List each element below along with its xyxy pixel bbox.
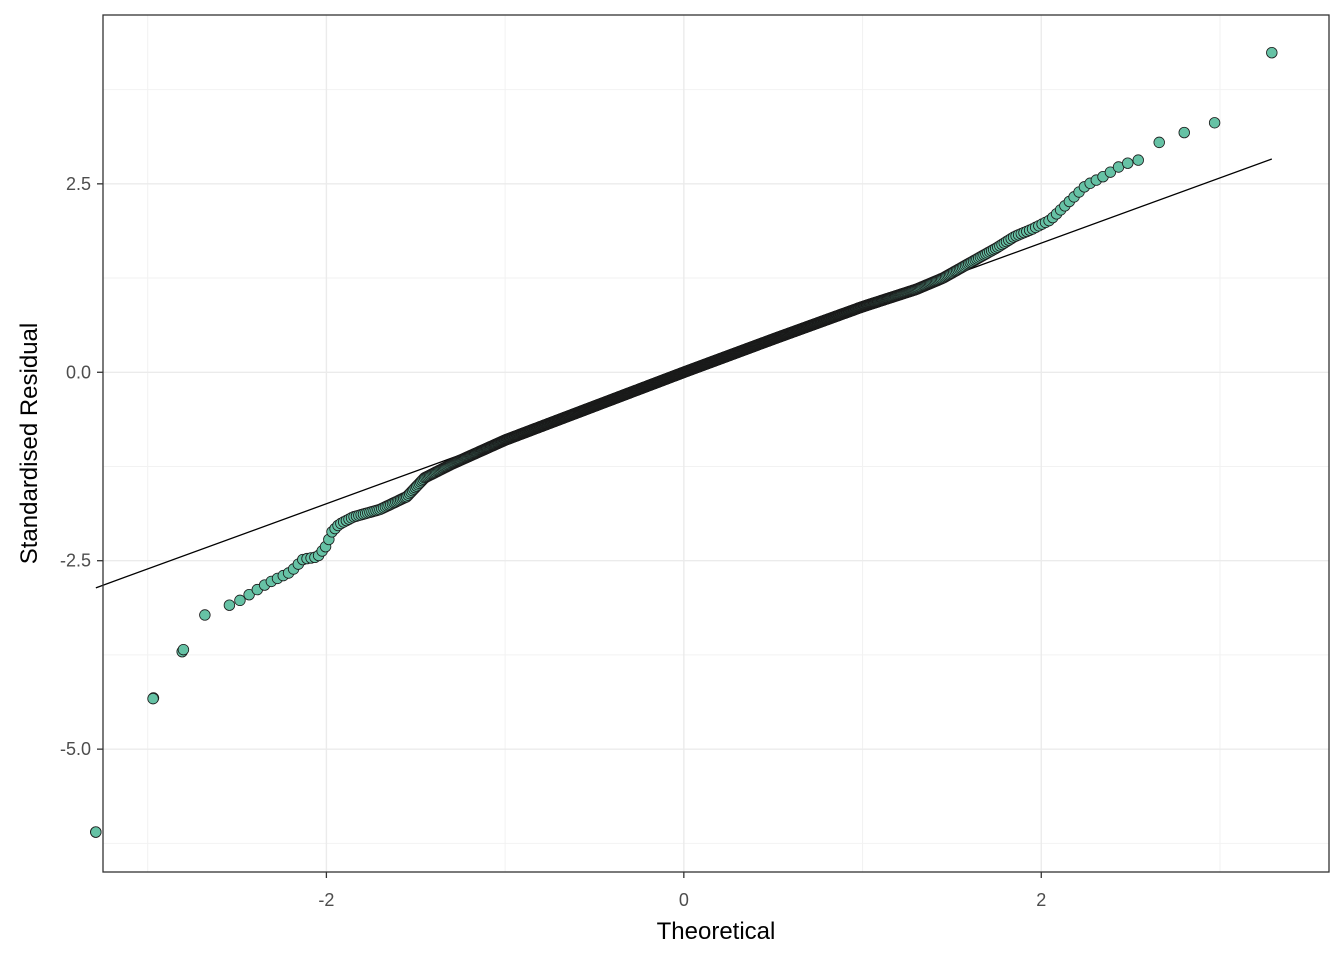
plot-panel-background <box>103 15 1329 872</box>
residual-point <box>234 594 246 607</box>
residual-point <box>199 609 211 621</box>
x-tick-label: 0 <box>679 890 689 910</box>
minor-grid <box>103 15 1329 872</box>
residual-point <box>1178 126 1190 139</box>
y-tick-label: 2.5 <box>66 174 91 194</box>
y-tick-label: 0.0 <box>66 362 91 382</box>
x-tick-label: -2 <box>318 890 334 910</box>
residual-points <box>90 46 1278 838</box>
y-axis-ticks: -5.0 -2.5 0.0 2.5 <box>60 174 103 759</box>
y-tick-label: -2.5 <box>60 551 91 571</box>
residual-point <box>243 588 255 601</box>
residual-point <box>1104 166 1117 178</box>
residual-point <box>1208 117 1221 129</box>
residual-point <box>1266 46 1278 59</box>
residual-point <box>147 692 159 705</box>
plot-panel-border <box>102 14 1330 873</box>
x-tick-label: 2 <box>1036 890 1046 910</box>
x-axis-title: Theoretical <box>657 918 776 945</box>
y-axis-title: Standardised Residual <box>16 323 43 565</box>
residual-point <box>1153 136 1165 149</box>
residual-point <box>90 826 102 838</box>
residual-point <box>1122 157 1134 169</box>
residual-point <box>1132 154 1144 166</box>
residual-point <box>223 599 236 611</box>
y-tick-label: -5.0 <box>60 739 91 759</box>
x-axis-ticks: -2 0 2 <box>318 872 1046 910</box>
residual-point <box>177 643 190 656</box>
